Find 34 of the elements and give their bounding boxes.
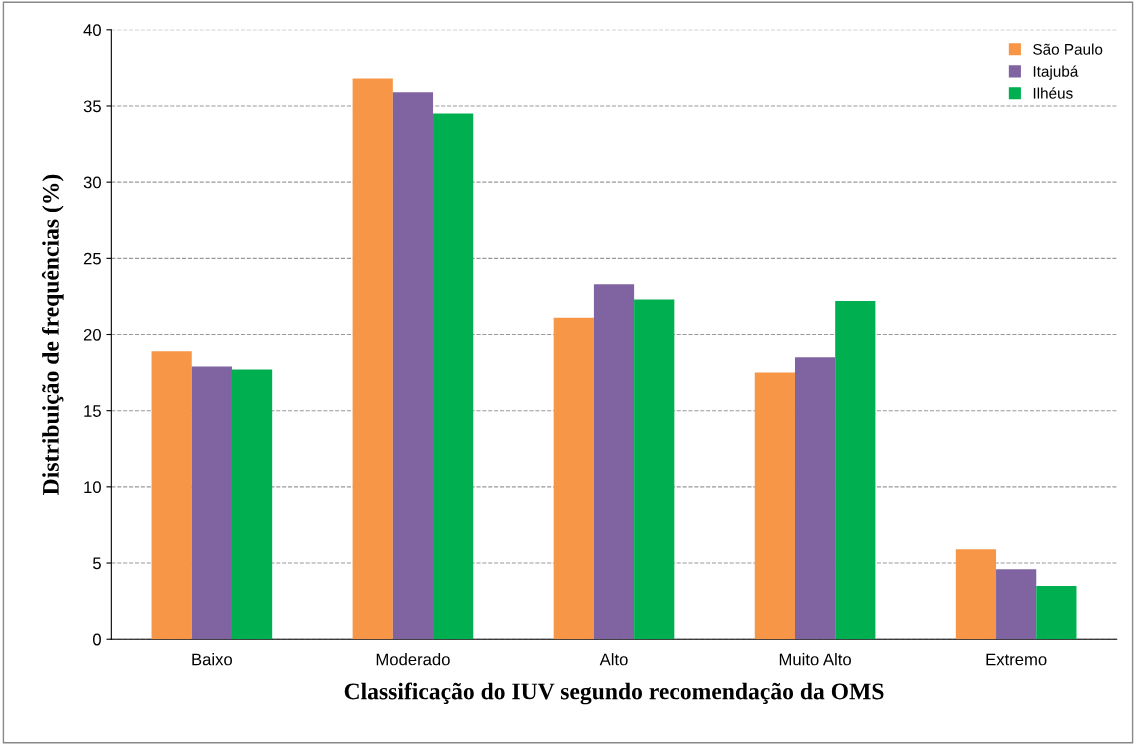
y-tick-label: 20 [83,328,101,341]
bar [634,299,675,640]
bar [433,113,474,640]
y-tick-label: 30 [83,176,101,189]
bar [996,569,1037,640]
y-tick-label: 25 [83,252,101,265]
y-tick-label: 0 [92,633,101,646]
x-tick-label: Moderado [376,653,450,666]
bar [593,284,635,640]
y-tick-label: 15 [84,405,101,417]
bar [352,78,393,640]
x-tick-label: Baixo [192,653,233,666]
y-axis-title: Distribuição de frequências (%) [41,174,64,495]
y-tick-label: 10 [84,481,101,494]
bar [231,369,273,640]
x-tick-label: Muito Alto [779,653,851,666]
y-tick-label: 5 [93,557,101,570]
legend-label: Ilhéus [1033,87,1073,99]
bar [1036,585,1077,640]
y-tick-label: 35 [83,100,101,113]
bar [151,351,192,640]
bar [191,366,232,640]
legend-label: Itajubá [1033,65,1079,80]
bar [754,372,795,640]
bar [835,300,876,640]
legend-label: São Paulo [1033,43,1103,55]
bar [955,549,997,640]
bar [392,92,434,640]
x-tick-label: Extremo [986,653,1047,666]
x-tick-label: Alto [599,653,628,666]
y-tick-label: 40 [83,24,101,36]
bar [794,357,836,640]
bar [553,317,594,640]
x-axis-title: Classificação do IUV segundo recomendação da OMS [344,682,884,705]
